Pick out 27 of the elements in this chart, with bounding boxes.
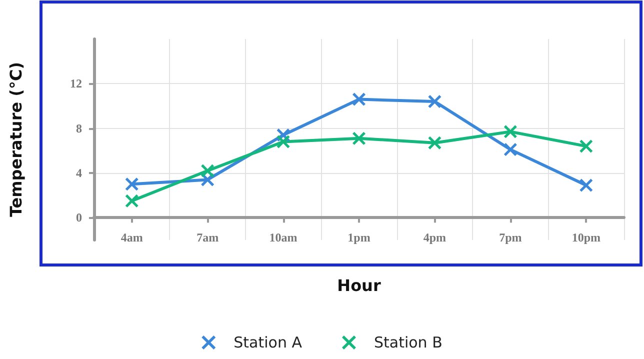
y-axis-title: Temperature (°C): [6, 62, 26, 218]
x-tick-label: 4pm: [423, 230, 446, 245]
point: [352, 92, 366, 106]
y-tick-label: 12: [70, 76, 82, 91]
y-tick-label: 4: [76, 166, 82, 180]
x-tick-label: 1pm: [348, 230, 370, 245]
point: [580, 178, 593, 192]
point: [125, 194, 138, 208]
y-tick-label: 8: [76, 121, 82, 136]
legend-label: Station A: [234, 334, 303, 352]
point: [201, 164, 214, 178]
point: [125, 178, 138, 191]
x-tick-label: 10pm: [572, 230, 600, 245]
point: [428, 95, 442, 108]
x-axis-title: Hour: [337, 276, 381, 296]
x-tick-label: 4am: [120, 230, 143, 245]
legend-label: Station B: [374, 334, 442, 352]
x-tick-label: 7pm: [499, 230, 522, 245]
point: [504, 125, 517, 138]
point: [352, 132, 366, 145]
x-tick-label: 7am: [196, 230, 219, 245]
x-tick-label: 10am: [269, 230, 298, 245]
y-tick-label: 0: [76, 210, 82, 225]
point: [580, 140, 593, 153]
point: [276, 135, 290, 148]
point: [504, 143, 517, 156]
point: [428, 136, 442, 150]
